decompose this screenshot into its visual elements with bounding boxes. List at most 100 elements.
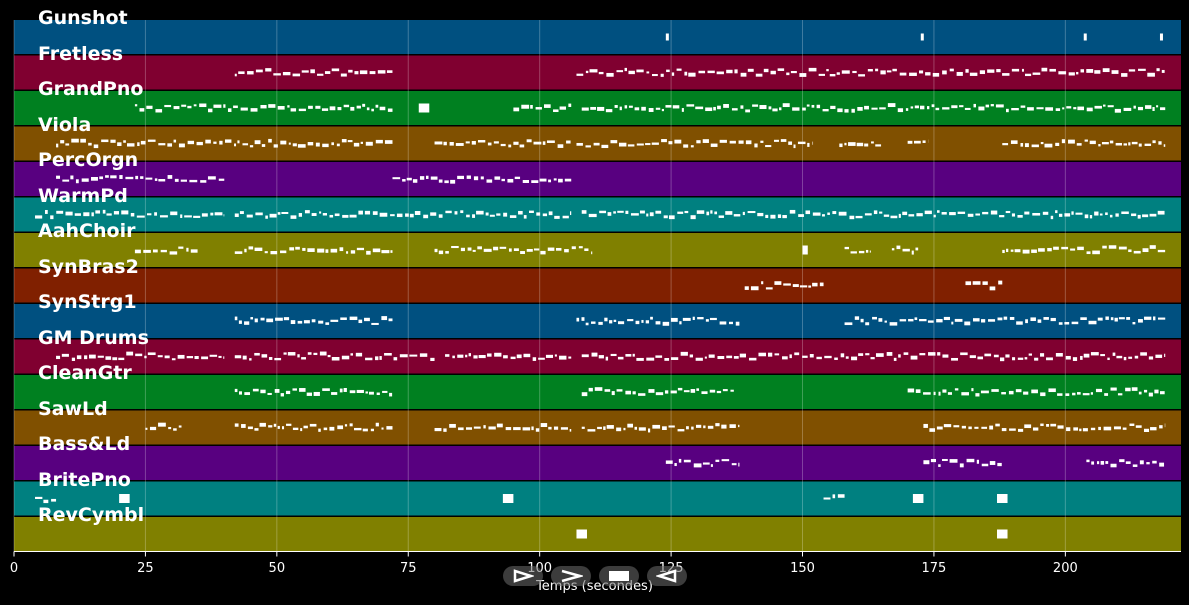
note-event	[641, 319, 644, 323]
play-reverse-button[interactable]	[503, 566, 543, 586]
note-event	[1071, 321, 1079, 325]
note-event	[486, 179, 493, 183]
note-event	[590, 106, 597, 110]
stop-button[interactable]	[599, 566, 639, 586]
note-event	[327, 354, 331, 358]
note-event	[241, 424, 246, 428]
note-event	[662, 426, 667, 430]
note-event	[343, 104, 350, 108]
note-event	[1012, 357, 1016, 361]
note-event	[56, 143, 59, 148]
note-event	[1118, 246, 1127, 250]
note-event	[500, 143, 506, 147]
note-event	[961, 425, 966, 429]
note-event	[1142, 214, 1149, 218]
note-event	[1115, 213, 1119, 217]
note-event	[967, 213, 974, 217]
note-event	[1040, 392, 1046, 397]
note-event	[942, 354, 949, 358]
note-event	[1031, 249, 1037, 253]
note-event	[1122, 427, 1127, 430]
note-event	[665, 460, 673, 464]
note-event	[1098, 144, 1101, 147]
note-event	[353, 142, 360, 147]
note-event	[793, 144, 796, 149]
note-event	[339, 388, 343, 393]
note-event	[655, 392, 664, 396]
note-event	[244, 392, 251, 396]
track-label: GrandPno	[38, 78, 144, 100]
note-event	[684, 210, 689, 214]
note-event	[531, 180, 539, 184]
note-event	[1064, 321, 1070, 325]
note-event	[617, 321, 625, 325]
forward-button[interactable]	[551, 566, 591, 586]
note-event	[239, 391, 242, 395]
note-event	[772, 108, 778, 112]
back-button[interactable]	[647, 566, 687, 586]
note-event	[1028, 353, 1032, 356]
note-event	[508, 248, 512, 252]
note-event	[336, 143, 340, 147]
note-event	[1032, 72, 1041, 75]
note-event	[707, 70, 715, 74]
note-event	[954, 318, 963, 322]
note-event	[1126, 317, 1131, 320]
note-event	[315, 142, 320, 147]
note-event	[1055, 353, 1063, 357]
note-event	[1133, 105, 1136, 109]
note-event	[452, 355, 455, 359]
note-event	[646, 213, 649, 217]
note-event	[521, 104, 530, 109]
note-event	[931, 104, 935, 108]
note-event	[268, 104, 276, 108]
note-event	[686, 426, 689, 430]
note-event	[358, 210, 363, 215]
note-event	[520, 251, 525, 255]
note-event	[649, 212, 654, 217]
note-event	[1062, 107, 1065, 110]
note-event	[662, 321, 670, 326]
note-event	[465, 427, 473, 430]
note-event	[375, 422, 379, 427]
note-event	[867, 69, 873, 72]
note-event	[564, 249, 569, 253]
note-event	[121, 210, 129, 215]
note-event	[331, 68, 340, 72]
note-event	[317, 73, 324, 76]
note-event	[650, 316, 653, 320]
note-event	[777, 68, 785, 71]
note-event	[1009, 316, 1015, 320]
note-event	[999, 215, 1005, 218]
note-event	[89, 354, 96, 359]
note-event	[844, 322, 853, 326]
note-event	[1011, 108, 1019, 111]
note-event	[816, 356, 822, 360]
note-event	[1027, 107, 1034, 111]
note-event	[485, 212, 489, 216]
note-event	[858, 74, 865, 77]
note-event	[782, 215, 787, 219]
note-event	[562, 215, 569, 219]
note-event	[460, 247, 465, 252]
note-event	[254, 318, 258, 323]
note-event	[91, 212, 94, 217]
note-event	[366, 250, 371, 255]
note-event	[782, 103, 790, 108]
note-event	[339, 247, 344, 252]
note-event	[690, 215, 696, 220]
note-event	[242, 143, 249, 146]
note-event	[218, 355, 222, 358]
note-event	[264, 251, 268, 254]
note-event	[310, 69, 315, 74]
note-event	[154, 212, 158, 216]
note-event	[911, 250, 914, 255]
note-event	[705, 107, 713, 112]
note-event	[1147, 72, 1155, 77]
note-event	[646, 357, 655, 361]
note-event	[223, 214, 225, 217]
note-event	[71, 357, 76, 361]
note-event	[201, 213, 208, 217]
note-event	[591, 321, 596, 324]
note-event	[466, 175, 471, 179]
